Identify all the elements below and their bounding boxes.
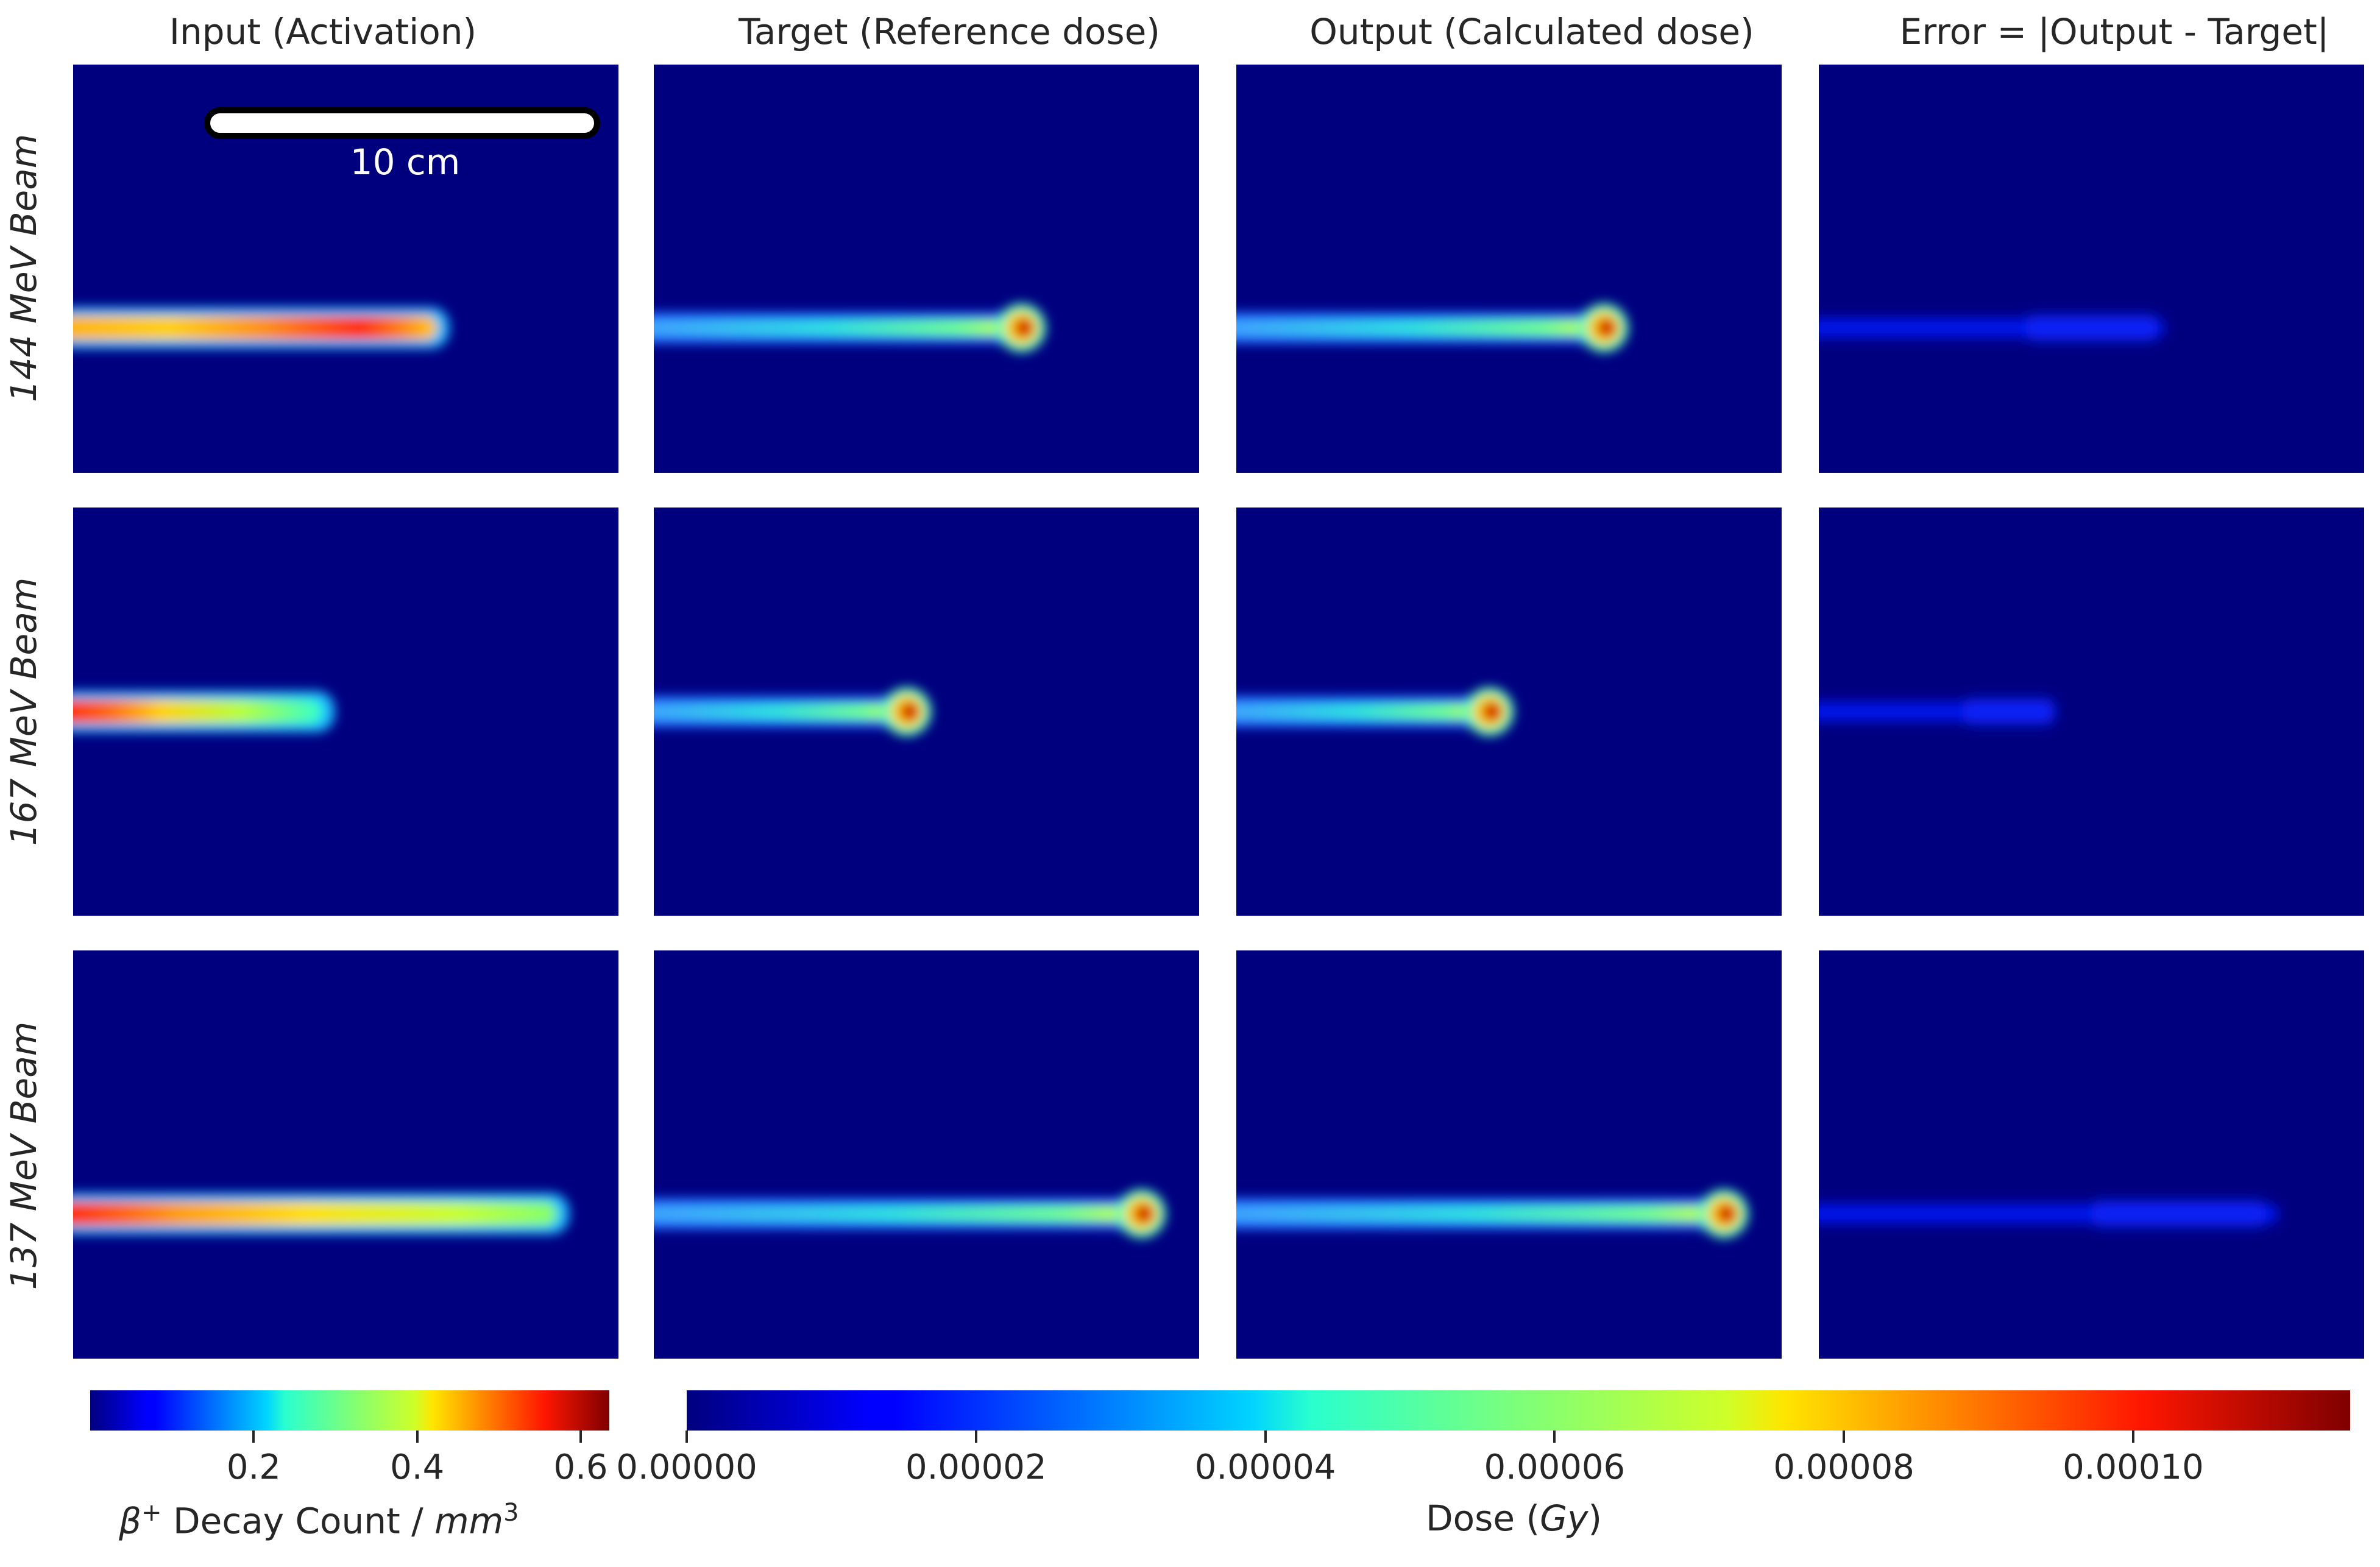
activation-colorbar-label: β+ Decay Count / mm3 [119, 1499, 519, 1542]
column-title-output: Output (Calculated dose) [1309, 11, 1754, 52]
heatmap-error-row-3 [1819, 950, 2364, 1359]
dose-tick-label: 0.00008 [1773, 1448, 1914, 1487]
dose-tick-label: 0.00000 [616, 1448, 757, 1487]
row-label-137: 137 MeV Beam [3, 1021, 44, 1290]
dose-tick [2131, 1431, 2134, 1443]
activation-tick-label: 0.4 [390, 1448, 445, 1487]
activation-tick [416, 1431, 419, 1443]
row-label-167: 167 MeV Beam [3, 577, 44, 846]
dose-tick [685, 1431, 688, 1443]
heatmap-target-row-1 [654, 65, 1199, 473]
heatmap-input-row-3 [73, 950, 618, 1359]
dose-tick-label: 0.00002 [905, 1448, 1047, 1487]
heatmap-output-row-1 [1236, 65, 1782, 473]
column-title-target: Target (Reference dose) [738, 11, 1160, 52]
activation-colorbar [90, 1390, 609, 1431]
heatmap-error-row-1 [1819, 65, 2364, 473]
heatmap-output-row-2 [1236, 508, 1782, 916]
column-title-input: Input (Activation) [169, 11, 477, 52]
activation-tick [579, 1431, 583, 1443]
dose-tick [1843, 1431, 1846, 1443]
heatmap-input-row-2 [73, 508, 618, 916]
heatmap-error-row-2 [1819, 508, 2364, 916]
heatmap-target-row-2 [654, 508, 1199, 916]
dose-tick [1264, 1431, 1267, 1443]
activation-tick [252, 1431, 255, 1443]
scale-bar-label: 10 cm [350, 141, 461, 183]
row-label-144: 144 MeV Beam [3, 133, 44, 403]
scale-bar [204, 107, 600, 139]
dose-tick [974, 1431, 977, 1443]
column-title-error: Error = |Output - Target| [1899, 11, 2329, 52]
dose-colorbar [687, 1390, 2350, 1431]
dose-tick-label: 0.00006 [1484, 1448, 1626, 1487]
heatmap-target-row-3 [654, 950, 1199, 1359]
dose-tick-label: 0.00010 [2063, 1448, 2204, 1487]
dose-tick-label: 0.00004 [1194, 1448, 1336, 1487]
dose-colorbar-label: Dose (Gy) [1426, 1498, 1603, 1539]
dose-tick [1553, 1431, 1556, 1443]
activation-tick-label: 0.2 [226, 1448, 281, 1487]
activation-tick-label: 0.6 [553, 1448, 608, 1487]
heatmap-output-row-3 [1236, 950, 1782, 1359]
